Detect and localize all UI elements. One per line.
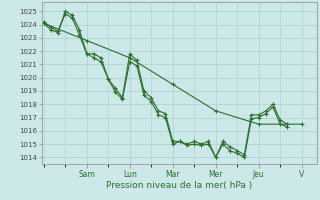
X-axis label: Pression niveau de la mer( hPa ): Pression niveau de la mer( hPa ) (106, 181, 252, 190)
